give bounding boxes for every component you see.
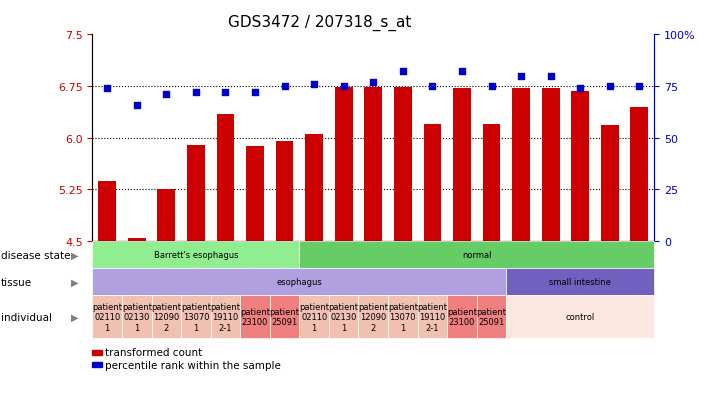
Text: ▶: ▶: [71, 277, 78, 287]
Bar: [187, 145, 205, 242]
Text: patient
19110
2-1: patient 19110 2-1: [417, 302, 447, 332]
Text: ▶: ▶: [71, 312, 78, 322]
Text: patient
02130
1: patient 02130 1: [328, 302, 359, 332]
Text: normal: normal: [462, 251, 491, 259]
Bar: [601, 126, 619, 242]
Point: [515, 73, 527, 80]
Bar: [483, 125, 501, 242]
Text: patient
12090
2: patient 12090 2: [151, 302, 181, 332]
Point: [368, 79, 379, 86]
Bar: [157, 190, 175, 242]
Bar: [631, 107, 648, 242]
Bar: [128, 238, 146, 242]
Text: individual: individual: [1, 312, 52, 322]
Point: [604, 83, 616, 90]
Point: [545, 73, 556, 80]
Point: [456, 69, 468, 76]
Text: patient
25091: patient 25091: [476, 307, 506, 327]
Text: patient
23100: patient 23100: [240, 307, 270, 327]
Point: [397, 69, 409, 76]
Text: ▶: ▶: [71, 250, 78, 260]
Point: [309, 81, 320, 88]
Text: patient
02110
1: patient 02110 1: [92, 302, 122, 332]
Bar: [572, 92, 589, 242]
Text: GDS3472 / 207318_s_at: GDS3472 / 207318_s_at: [228, 14, 412, 31]
Text: esophagus: esophagus: [277, 278, 322, 286]
Text: patient
19110
2-1: patient 19110 2-1: [210, 302, 240, 332]
Point: [279, 83, 290, 90]
Point: [427, 83, 438, 90]
Bar: [305, 135, 323, 242]
Point: [574, 85, 586, 92]
Bar: [276, 142, 294, 242]
Point: [250, 90, 261, 96]
Text: patient
02130
1: patient 02130 1: [122, 302, 151, 332]
Text: small intestine: small intestine: [550, 278, 611, 286]
Text: patient
13070
1: patient 13070 1: [387, 302, 418, 332]
Bar: [246, 147, 264, 242]
Bar: [98, 182, 116, 242]
Text: transformed count: transformed count: [105, 347, 203, 357]
Text: tissue: tissue: [1, 277, 32, 287]
Text: disease state: disease state: [1, 250, 70, 260]
Bar: [424, 125, 442, 242]
Bar: [335, 88, 353, 242]
Bar: [542, 89, 560, 242]
Bar: [365, 88, 382, 242]
Text: patient
13070
1: patient 13070 1: [181, 302, 211, 332]
Text: patient
25091: patient 25091: [269, 307, 299, 327]
Text: patient
02110
1: patient 02110 1: [299, 302, 329, 332]
Point: [102, 85, 113, 92]
Bar: [217, 114, 235, 242]
Bar: [512, 89, 530, 242]
Point: [191, 90, 202, 96]
Point: [131, 102, 142, 109]
Text: patient
23100: patient 23100: [447, 307, 477, 327]
Bar: [394, 88, 412, 242]
Point: [220, 90, 231, 96]
Point: [161, 92, 172, 98]
Text: percentile rank within the sample: percentile rank within the sample: [105, 360, 281, 370]
Text: patient
12090
2: patient 12090 2: [358, 302, 388, 332]
Point: [338, 83, 349, 90]
Bar: [453, 89, 471, 242]
Text: Barrett's esophagus: Barrett's esophagus: [154, 251, 238, 259]
Point: [486, 83, 497, 90]
Text: control: control: [565, 313, 595, 321]
Point: [634, 83, 645, 90]
